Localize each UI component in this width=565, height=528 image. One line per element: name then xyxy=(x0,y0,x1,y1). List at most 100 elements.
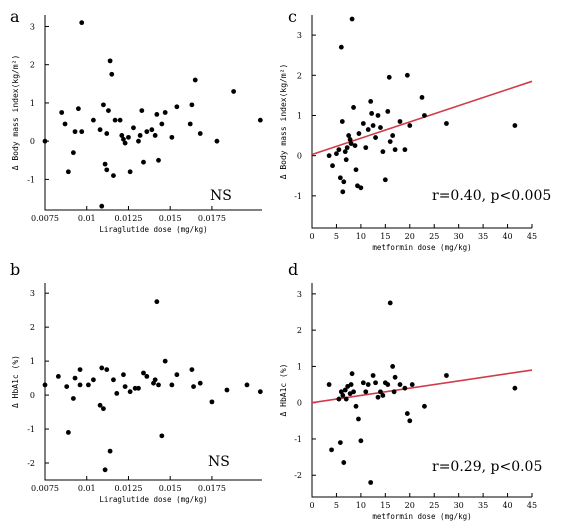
data-point xyxy=(358,438,364,444)
data-point xyxy=(111,173,116,178)
data-point xyxy=(144,374,150,379)
data-point xyxy=(329,447,334,453)
data-point xyxy=(349,16,355,22)
data-point xyxy=(353,167,359,173)
data-point xyxy=(336,147,342,153)
x-tick-label: 35 xyxy=(478,232,488,241)
x-tick-label: 5 xyxy=(334,232,339,241)
data-point xyxy=(390,133,396,138)
data-point xyxy=(368,480,374,485)
x-tick-label: 10 xyxy=(356,232,366,241)
data-point xyxy=(127,169,133,175)
x-tick-label: 0.0125 xyxy=(114,484,142,493)
data-point xyxy=(156,382,161,388)
data-point xyxy=(114,390,120,396)
data-point xyxy=(346,133,352,138)
x-tick-label: 45 xyxy=(527,232,537,241)
x-tick-label: 20 xyxy=(405,232,415,241)
data-point xyxy=(77,367,83,373)
data-point xyxy=(99,365,105,371)
data-point xyxy=(422,403,427,409)
data-point xyxy=(375,394,381,400)
y-tick-label: 1 xyxy=(297,111,302,120)
data-point xyxy=(62,121,68,127)
data-point xyxy=(341,179,347,185)
regression-line xyxy=(311,80,533,156)
y-tick-label: 0 xyxy=(297,152,302,161)
data-point xyxy=(152,133,158,138)
data-point xyxy=(358,185,364,191)
y-tick-label: 1 xyxy=(297,362,302,371)
data-point xyxy=(391,389,397,395)
data-point xyxy=(340,393,346,398)
data-point xyxy=(337,175,343,181)
data-point xyxy=(101,406,106,412)
data-point xyxy=(141,370,146,376)
data-point xyxy=(365,127,371,132)
data-point xyxy=(444,373,449,378)
data-point xyxy=(65,169,71,175)
data-point xyxy=(419,94,425,100)
data-point xyxy=(156,157,161,163)
x-axis-label: Liraglutide dose (mg/kg) xyxy=(99,495,207,504)
data-point xyxy=(79,20,85,26)
stat-annotation: NS xyxy=(208,454,230,470)
x-axis-label: metformin dose (mg/kg) xyxy=(372,512,471,521)
data-point xyxy=(101,102,106,108)
data-point xyxy=(224,387,230,393)
y-axis-label: Δ Body mass index(kg/m²) xyxy=(279,64,288,180)
data-point xyxy=(141,159,146,165)
data-point xyxy=(72,375,78,381)
axes-frame xyxy=(44,15,262,211)
data-point xyxy=(363,389,369,395)
data-point xyxy=(360,380,366,386)
data-point xyxy=(75,106,81,112)
data-point xyxy=(353,403,359,409)
x-tick-label: 0.0125 xyxy=(114,214,142,223)
data-point xyxy=(370,373,376,378)
data-point xyxy=(257,389,263,395)
x-tick-label: 40 xyxy=(502,232,512,241)
panel-label: d xyxy=(288,260,298,279)
data-point xyxy=(59,110,65,115)
data-point xyxy=(338,389,344,395)
data-point xyxy=(404,411,410,416)
data-point xyxy=(152,377,158,383)
data-point xyxy=(159,433,165,439)
data-point xyxy=(70,150,76,156)
data-point xyxy=(102,467,108,473)
data-point xyxy=(386,74,392,80)
data-point xyxy=(191,384,196,389)
data-point xyxy=(390,364,396,369)
y-tick-label: -1 xyxy=(294,192,302,201)
data-point xyxy=(169,134,175,140)
data-point xyxy=(91,117,96,123)
data-point xyxy=(159,121,165,127)
x-tick-label: 5 xyxy=(334,501,339,510)
data-point xyxy=(144,129,150,135)
y-tick-label: -1 xyxy=(27,175,35,184)
x-tick-label: 30 xyxy=(454,232,464,241)
data-point xyxy=(356,131,362,136)
data-point xyxy=(351,389,356,395)
data-point xyxy=(197,131,203,136)
data-point xyxy=(409,382,415,387)
data-point xyxy=(348,141,354,147)
data-point xyxy=(369,111,375,116)
panel-b: -2 -1 0 1 2 3 0.0075 0.01 0.0125 0.015 0.0175 Lirag… xyxy=(10,260,263,504)
x-tick-label: 0 xyxy=(309,501,314,510)
data-point xyxy=(373,380,378,386)
data-point xyxy=(154,299,160,305)
x-tick-label: 45 xyxy=(527,501,537,510)
data-point xyxy=(112,117,118,123)
data-point xyxy=(336,396,342,402)
data-point xyxy=(341,460,347,465)
y-axis-label: Δ HbA1c (%) xyxy=(279,364,288,417)
data-point xyxy=(169,382,175,388)
data-point xyxy=(131,125,136,131)
data-point xyxy=(512,123,518,128)
x-tick-label: 0.0075 xyxy=(31,484,59,493)
y-tick-label: 2 xyxy=(297,326,302,335)
